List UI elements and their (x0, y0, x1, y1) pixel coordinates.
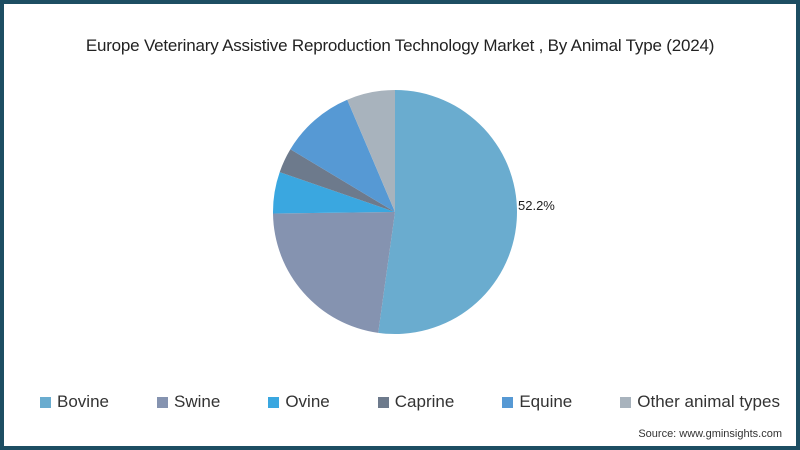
legend-label: Equine (519, 392, 573, 411)
legend-swatch (40, 396, 51, 408)
legend-swatch (157, 396, 168, 408)
legend-swatch (502, 396, 514, 408)
legend-label: Bovine (57, 392, 109, 411)
pie-slice-equine (290, 99, 395, 212)
legend-swatch (620, 396, 632, 408)
legend-item-ovine: Ovine (268, 392, 330, 412)
legend-item-caprine: Caprine (377, 392, 455, 412)
legend-label: Caprine (394, 392, 455, 411)
pie-slice-other-animal-types (347, 90, 395, 212)
bovine-data-label: 52.2% (518, 198, 555, 213)
legend-label: Other animal types (637, 392, 780, 411)
source-text: Source: www.gminsights.com (638, 428, 782, 440)
pie-slice-bovine (378, 90, 517, 334)
legend: Bovine Swine Ovine Caprine Equine Other … (40, 392, 780, 412)
legend-item-bovine: Bovine (40, 392, 109, 412)
legend-item-equine: Equine (502, 392, 572, 412)
pie-slice-ovine (273, 172, 395, 214)
legend-label: Ovine (285, 392, 330, 411)
legend-swatch (268, 396, 280, 408)
legend-item-other: Other animal types (620, 392, 780, 412)
legend-item-swine: Swine (157, 392, 220, 412)
chart-title: Europe Veterinary Assistive Reproduction… (85, 36, 715, 55)
pie-slice-swine (273, 212, 395, 333)
legend-label: Swine (174, 392, 221, 411)
legend-swatch (377, 396, 389, 408)
pie-slice-caprine (279, 149, 395, 212)
